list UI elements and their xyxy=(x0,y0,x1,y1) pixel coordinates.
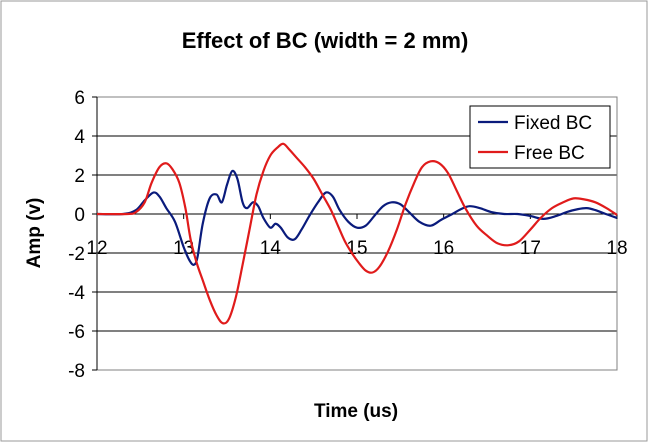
y-tick-label: -4 xyxy=(68,283,85,304)
y-axis-label: Amp (v) xyxy=(24,198,45,269)
series-layer xyxy=(96,142,618,325)
y-tick-label: -8 xyxy=(68,361,85,382)
y-tick-label: -2 xyxy=(68,244,85,265)
x-tick-label: 17 xyxy=(520,238,541,259)
x-axis-label: Time (us) xyxy=(314,401,398,422)
y-tick-label: -6 xyxy=(68,322,85,343)
chart-title: Effect of BC (width = 2 mm) xyxy=(182,28,469,53)
x-tick-label: 14 xyxy=(260,238,282,259)
x-tick-label: 16 xyxy=(433,238,454,259)
legend-box xyxy=(469,105,611,169)
legend: Fixed BC Free BC xyxy=(469,105,611,169)
y-tick-label: 0 xyxy=(74,205,85,226)
legend-label-fixed-bc: Fixed BC xyxy=(514,113,592,134)
x-tick-label: 12 xyxy=(86,238,107,259)
y-tick-label: 2 xyxy=(74,166,85,187)
legend-label-free-bc: Free BC xyxy=(514,143,585,164)
y-tick-label: 6 xyxy=(74,88,85,109)
y-tick-label: 4 xyxy=(74,127,85,148)
series-line-free-bc xyxy=(96,142,618,325)
x-tick-label: 18 xyxy=(606,238,627,259)
series-line-fixed-bc xyxy=(96,169,618,266)
